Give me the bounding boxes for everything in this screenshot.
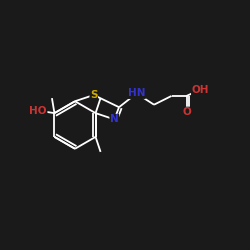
Text: N: N (110, 114, 119, 124)
Text: HO: HO (30, 106, 47, 116)
Text: O: O (182, 107, 191, 117)
Text: OH: OH (192, 85, 209, 95)
Text: S: S (90, 90, 98, 100)
Text: HN: HN (128, 88, 145, 99)
